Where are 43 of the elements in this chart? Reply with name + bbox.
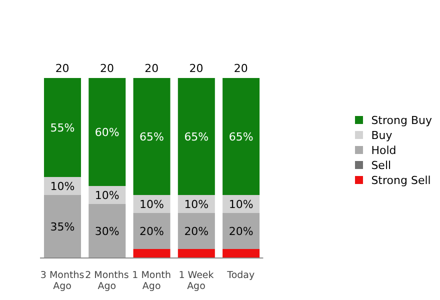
data-label: 60% [94,126,120,139]
legend-label: Hold [371,144,396,156]
annotation: 20 [189,62,204,75]
x-tick-label: 2 Months Ago [85,270,129,292]
data-label: 10% [184,198,209,211]
data-label: 65% [184,130,209,144]
legend-label: Strong Sell [371,174,431,186]
data-label: 20% [184,225,209,238]
legend-label: Buy [371,128,392,142]
bar [222,213,260,249]
data-label: 10% [50,180,75,193]
data-label: 55% [50,122,75,134]
x-tick-label: 3 Months Ago [40,270,84,292]
data-label: 65% [140,130,164,144]
bar [178,213,215,249]
data-label: 30% [94,225,120,238]
annotation: 20 [100,62,114,75]
bar [133,213,170,249]
data-label: 35% [50,220,75,234]
data-label: 10% [140,198,164,211]
bar [44,195,81,258]
data-label: 20% [228,225,254,238]
legend-label: Strong Buy [371,114,432,126]
bar [88,204,126,258]
bar [222,249,260,258]
bar [178,249,215,258]
annotation: 20 [234,62,248,75]
data-label: 10% [94,189,120,202]
data-label: 65% [228,130,254,144]
x-tick-label: Today [226,270,255,281]
data-label: 20% [140,225,164,238]
bar [88,78,126,186]
bar [44,78,81,177]
annotation: 20 [55,62,70,75]
data-label: 10% [228,198,254,211]
x-tick-label: 1 Week Ago [178,270,214,292]
bar [178,78,215,195]
bar [133,78,170,195]
bar [222,78,260,195]
x-tick-label: 1 Month Ago [132,270,172,292]
legend-label: Sell [371,158,392,172]
annotation: 20 [144,62,159,75]
bar [133,249,170,258]
